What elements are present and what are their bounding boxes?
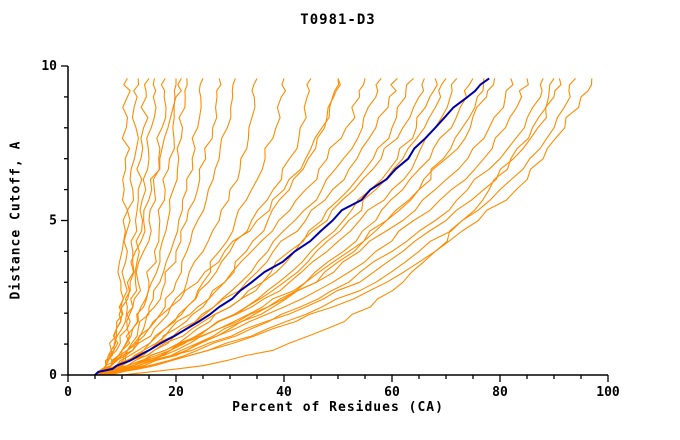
highlighted-model-curve bbox=[94, 77, 490, 376]
model-curve bbox=[94, 78, 366, 376]
x-tick-label: 20 bbox=[168, 385, 184, 400]
model-curve bbox=[100, 78, 529, 376]
model-curve bbox=[94, 78, 150, 376]
x-tick-label: 100 bbox=[596, 385, 620, 400]
model-curve bbox=[100, 78, 474, 376]
model-curve bbox=[94, 78, 398, 376]
model-curve bbox=[105, 78, 438, 376]
x-tick-label: 0 bbox=[64, 385, 72, 400]
chart-title: T0981-D3 bbox=[300, 12, 376, 28]
model-curve bbox=[94, 78, 167, 376]
model-curve bbox=[104, 78, 131, 376]
model-curve bbox=[94, 78, 188, 376]
model-curve bbox=[100, 78, 496, 376]
y-tick-label: 10 bbox=[41, 59, 57, 74]
model-curve bbox=[94, 78, 222, 376]
y-tick-label: 0 bbox=[49, 368, 57, 383]
x-tick-label: 80 bbox=[492, 385, 508, 400]
model-curve bbox=[94, 78, 258, 376]
x-tick-label: 40 bbox=[276, 385, 292, 400]
model-curve bbox=[94, 78, 340, 376]
model-curve bbox=[121, 78, 555, 376]
model-curve bbox=[94, 78, 458, 376]
x-axis-label: Percent of Residues (CA) bbox=[232, 400, 444, 415]
model-curve bbox=[105, 78, 544, 376]
y-tick-label: 5 bbox=[49, 214, 57, 229]
model-curve bbox=[99, 78, 182, 376]
y-axis-label: Distance Cutoff, A bbox=[8, 140, 24, 300]
model-curve bbox=[94, 78, 514, 376]
model-curve bbox=[94, 78, 312, 376]
model-curve bbox=[100, 78, 562, 376]
x-tick-label: 60 bbox=[384, 385, 400, 400]
